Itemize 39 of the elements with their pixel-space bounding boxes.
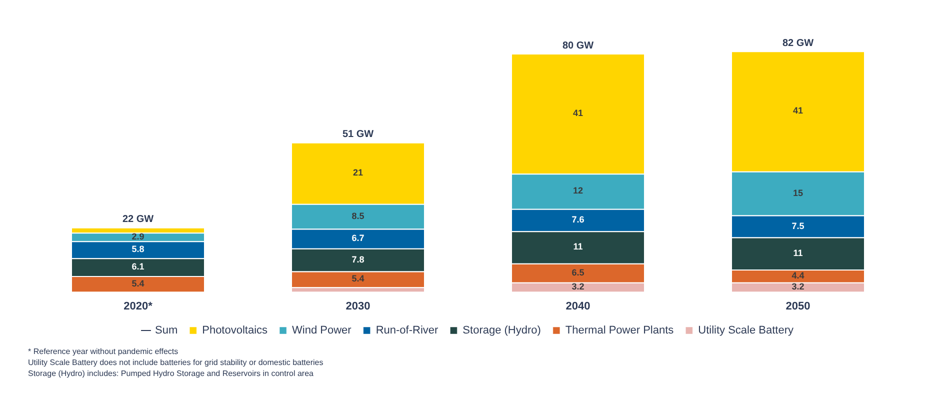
- data-label: 5.4: [352, 274, 364, 284]
- data-label: 6.5: [572, 267, 584, 278]
- data-label: 7.8: [352, 254, 364, 264]
- data-label: 21: [352, 168, 364, 178]
- legend-label: Photovoltaics: [202, 324, 268, 337]
- data-label: 11: [793, 248, 803, 258]
- x-tick-label: 2040: [566, 300, 590, 312]
- text: Utility Scale Battery does not include batteries for grid stability or domestic batteries: [28, 357, 324, 368]
- total-label: 51 GW: [342, 129, 374, 140]
- legend-label: Sum: [154, 324, 178, 337]
- legend-label: Utility Scale Battery: [698, 324, 794, 337]
- data-label: 7.5: [792, 220, 804, 231]
- data-label: 3.2: [572, 282, 584, 292]
- total-label: 82 GW: [782, 38, 814, 49]
- total-label: 22 GW: [122, 214, 154, 226]
- data-label: 5.4: [132, 278, 144, 288]
- data-label: 41: [572, 108, 584, 118]
- x-tick-label: 2050: [786, 300, 810, 312]
- data-label: 5.8: [132, 244, 144, 254]
- legend-label: Run-of-River: [376, 324, 439, 337]
- legend-label: Thermal Power Plants: [565, 324, 674, 337]
- data-label: 12: [572, 186, 584, 196]
- data-label: 41: [792, 106, 804, 116]
- text: * Reference year without pandemic effects: [28, 346, 180, 357]
- text: Storage (Hydro) includes: Pumped Hydro Storage and Reservoirs in control area: [28, 368, 314, 379]
- legend-label: Storage (Hydro): [462, 324, 541, 337]
- data-label: 6.1: [132, 262, 144, 272]
- x-tick-label: 2020*: [124, 300, 154, 312]
- legend-label: Wind Power: [292, 324, 352, 337]
- data-label: 15: [792, 188, 804, 198]
- data-label: 7.6: [572, 214, 584, 224]
- data-label: 11: [573, 242, 583, 252]
- data-label: 6.7: [352, 233, 364, 244]
- data-label: 8.5: [352, 210, 364, 221]
- total-label: 80 GW: [562, 40, 594, 52]
- data-label: 3.2: [792, 282, 804, 292]
- data-label: 4.4: [792, 270, 804, 280]
- x-tick-label: 2030: [346, 300, 370, 312]
- data-label: 2.9: [132, 231, 144, 242]
